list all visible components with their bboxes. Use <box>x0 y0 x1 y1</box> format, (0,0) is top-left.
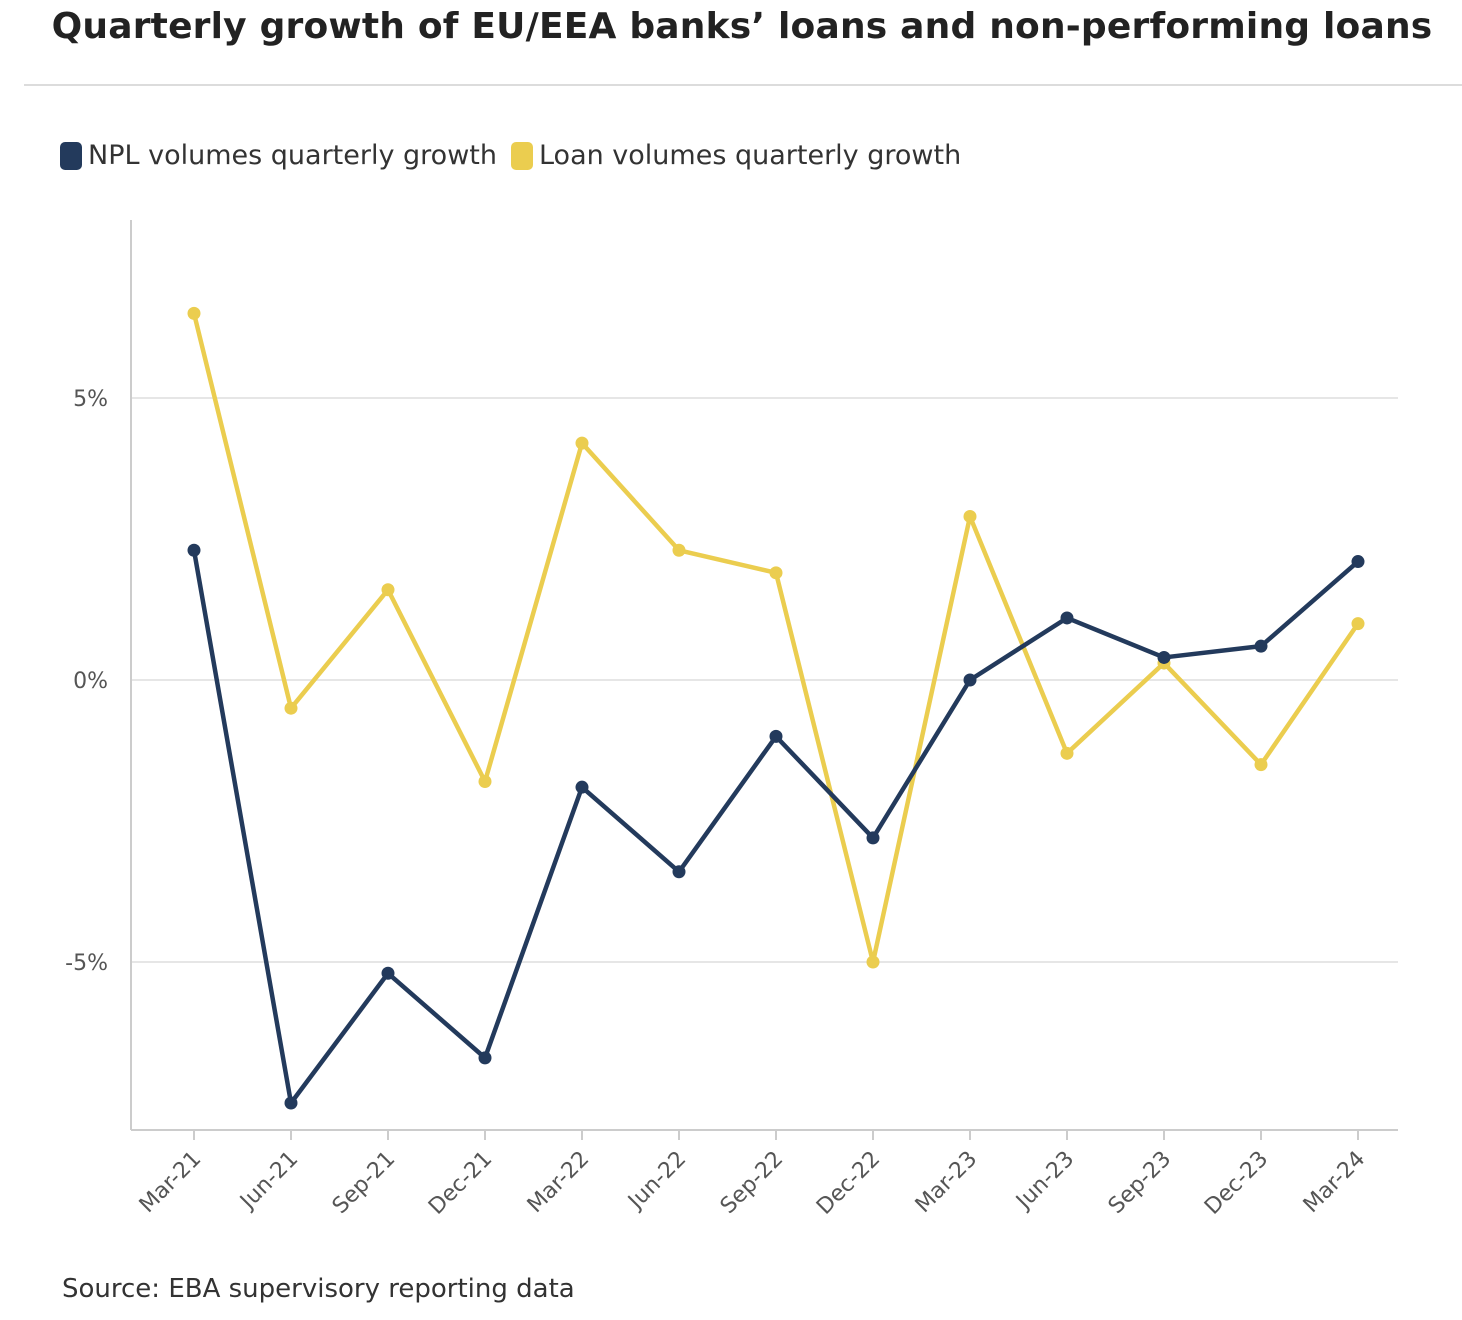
data-point-loan <box>672 543 686 557</box>
x-tick-label: Jun-21 <box>234 1147 303 1216</box>
x-tick-label: Mar-21 <box>135 1147 206 1218</box>
data-point-loan <box>769 566 783 580</box>
data-point-npl <box>1351 555 1365 569</box>
legend-label-loan: Loan volumes quarterly growth <box>538 140 962 171</box>
title-divider <box>24 84 1462 86</box>
data-point-npl <box>284 1096 298 1110</box>
series-line-loan <box>191 311 1361 965</box>
data-point-npl <box>1060 611 1074 625</box>
data-point-loan <box>963 509 977 523</box>
data-point-loan <box>866 955 880 969</box>
y-tick-label: 5% <box>73 387 108 412</box>
data-point-npl <box>1157 650 1171 664</box>
x-tick-label: Sep-23 <box>1104 1147 1176 1219</box>
data-point-loan <box>187 306 201 320</box>
data-point-npl <box>672 865 686 879</box>
data-point-npl <box>187 543 201 557</box>
data-point-npl <box>769 729 783 743</box>
legend-item-npl[interactable]: NPL volumes quarterly growth <box>60 140 497 171</box>
legend-swatch-npl <box>60 141 82 170</box>
x-tick-label: Mar-23 <box>911 1147 982 1218</box>
x-tick-label: Sep-21 <box>328 1147 400 1219</box>
series-line-npl <box>191 548 1361 1106</box>
data-point-loan <box>575 436 589 450</box>
legend: NPL volumes quarterly growth Loan volume… <box>60 140 975 171</box>
legend-swatch-loan <box>510 141 533 170</box>
x-tick-label: Dec-23 <box>1200 1147 1273 1220</box>
data-point-loan <box>381 583 395 597</box>
source-note: Source: EBA supervisory reporting data <box>62 1274 575 1304</box>
y-tick-label: -5% <box>65 951 108 976</box>
x-tick-label: Dec-22 <box>812 1147 885 1220</box>
legend-label-npl: NPL volumes quarterly growth <box>88 140 497 171</box>
y-tick-label: 0% <box>73 669 108 694</box>
x-tick-label: Sep-22 <box>716 1147 788 1219</box>
data-point-loan <box>1254 758 1268 772</box>
legend-item-loan[interactable]: Loan volumes quarterly growth <box>510 140 962 171</box>
data-point-npl <box>866 831 880 845</box>
data-point-npl <box>381 966 395 980</box>
data-point-loan <box>478 775 492 789</box>
x-tick-label: Jun-23 <box>1010 1147 1079 1216</box>
data-point-npl <box>478 1051 492 1065</box>
data-point-loan <box>1060 746 1074 760</box>
data-point-npl <box>1254 639 1268 653</box>
data-point-loan <box>284 701 298 715</box>
x-tick-label: Mar-24 <box>1299 1147 1370 1218</box>
data-point-npl <box>963 673 977 687</box>
data-point-loan <box>1351 617 1365 631</box>
x-tick-label: Mar-22 <box>523 1147 594 1218</box>
data-point-npl <box>575 780 589 794</box>
x-tick-label: Dec-21 <box>424 1147 497 1220</box>
x-tick-label: Jun-22 <box>622 1147 691 1216</box>
chart-title: Quarterly growth of EU/EEA banks’ loans … <box>51 6 1433 47</box>
